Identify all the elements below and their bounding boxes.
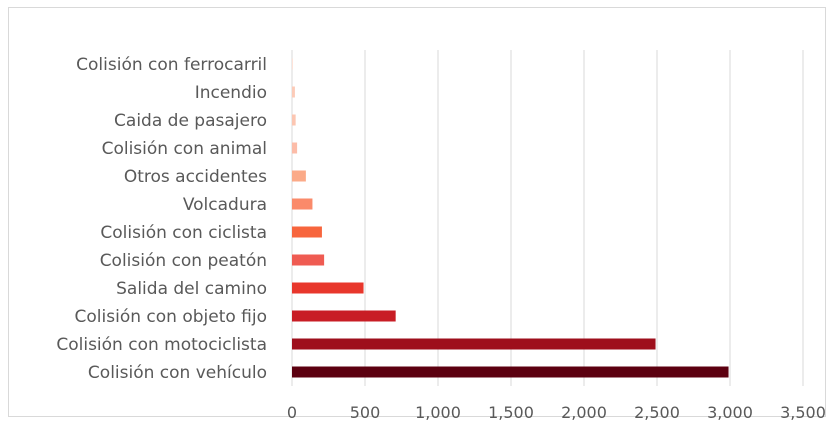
x-tick-label: 1,000 — [415, 403, 461, 422]
bar — [292, 170, 306, 182]
bar — [292, 226, 322, 238]
x-tick-label: 3,500 — [780, 403, 826, 422]
bar — [292, 114, 296, 126]
bar — [292, 58, 293, 70]
category-label: Colisión con ferrocarril — [76, 55, 267, 75]
bars — [292, 58, 729, 378]
category-label: Volcadura — [183, 195, 267, 215]
x-axis-tick-labels: 0 500 1,000 1,500 2,000 2,500 3,000 3,500 — [287, 403, 826, 422]
category-labels: Colisión con vehículo Colisión con motoci… — [56, 55, 267, 383]
x-tick-label: 500 — [350, 403, 381, 422]
category-label: Colisión con vehículo — [88, 363, 267, 383]
gridlines — [291, 50, 804, 386]
category-label: Salida del camino — [116, 279, 267, 299]
x-tick-label: 3,000 — [707, 403, 753, 422]
category-label: Caida de pasajero — [114, 111, 267, 131]
x-tick-label: 2,000 — [561, 403, 607, 422]
x-tick-label: 0 — [287, 403, 297, 422]
category-label: Colisión con motociclista — [56, 335, 267, 355]
bar — [292, 282, 364, 294]
bar — [292, 338, 656, 350]
category-label: Colisión con animal — [102, 139, 267, 159]
category-label: Otros accidentes — [124, 167, 267, 187]
x-tick-label: 2,500 — [634, 403, 680, 422]
bar — [292, 198, 313, 210]
x-tick-label: 1,500 — [488, 403, 534, 422]
bar — [292, 86, 295, 98]
bar — [292, 142, 298, 154]
bar — [292, 366, 729, 378]
category-label: Colisión con ciclista — [100, 223, 267, 243]
category-label: Incendio — [195, 83, 267, 103]
category-label: Colisión con objeto fijo — [75, 307, 267, 327]
bar — [292, 254, 325, 266]
bar — [292, 310, 396, 322]
category-label: Colisión con peatón — [100, 251, 267, 271]
